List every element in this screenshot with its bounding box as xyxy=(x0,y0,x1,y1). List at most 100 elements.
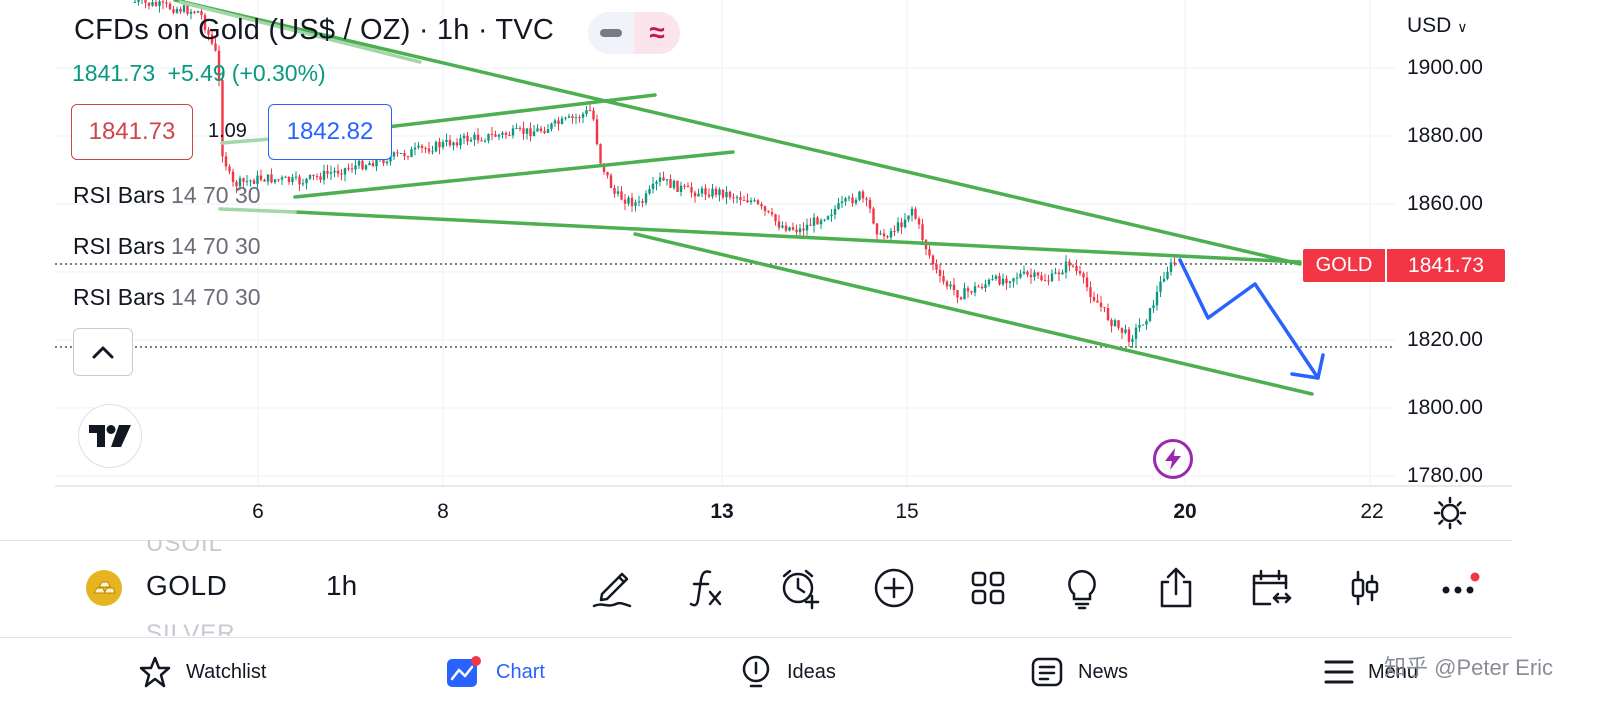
candle-body xyxy=(487,133,490,141)
candle-body xyxy=(385,161,389,164)
candle-body xyxy=(1152,305,1155,309)
currency-selector[interactable]: USD ∨ xyxy=(1407,14,1467,38)
candle-body xyxy=(781,225,784,228)
next-symbol[interactable]: SILVER xyxy=(146,620,236,647)
minus-toggle[interactable] xyxy=(588,12,634,54)
candle-body xyxy=(249,180,252,182)
candle-body xyxy=(438,141,441,148)
projection-arrow xyxy=(1178,258,1325,380)
candle-body xyxy=(840,201,844,204)
tradingview-logo-icon xyxy=(89,425,131,447)
candle-body xyxy=(928,249,931,256)
nav-ideas-label: Ideas xyxy=(787,660,836,683)
candle-body xyxy=(795,229,798,233)
candle-body xyxy=(1054,272,1057,274)
candle-body xyxy=(165,2,168,4)
candle-body xyxy=(133,1,137,3)
drawing-tools-button[interactable] xyxy=(588,564,636,612)
candle-body xyxy=(767,210,770,213)
indicator-legend[interactable]: RSI Bars 14 70 30 xyxy=(73,284,261,311)
indicator-legend[interactable]: RSI Bars 14 70 30 xyxy=(73,233,261,260)
candle-body xyxy=(497,134,501,137)
sell-button[interactable]: 1841.73 xyxy=(71,104,193,160)
candle-body xyxy=(529,128,532,137)
buy-button[interactable]: 1842.82 xyxy=(268,104,392,160)
candle-body xyxy=(1078,271,1082,274)
candle-body xyxy=(224,156,228,167)
nav-menu[interactable]: Menu xyxy=(1324,650,1418,694)
candle-body xyxy=(1099,302,1103,307)
nav-chart-label: Chart xyxy=(496,660,545,683)
candle-body xyxy=(1124,329,1127,333)
candle-body xyxy=(305,178,308,184)
candle-body xyxy=(917,218,921,225)
candle-body xyxy=(704,188,707,195)
star-icon xyxy=(138,655,172,689)
candle-body xyxy=(266,174,270,182)
replay-button[interactable] xyxy=(1246,564,1294,612)
alert-button[interactable] xyxy=(776,564,824,612)
candle-body xyxy=(427,148,431,152)
share-button[interactable] xyxy=(1152,564,1200,612)
nav-chart[interactable]: Chart xyxy=(446,650,545,694)
chart-type-button[interactable] xyxy=(1340,564,1388,612)
candle-body xyxy=(203,15,207,30)
add-button[interactable] xyxy=(870,564,918,612)
candle-body xyxy=(1103,306,1106,309)
candle-body xyxy=(735,197,739,199)
timeframe-selector[interactable]: 1h xyxy=(326,570,358,601)
nav-news[interactable]: News xyxy=(1030,650,1128,694)
chart-mode-toggle[interactable]: ≈ xyxy=(588,12,680,54)
hamburger-icon xyxy=(1324,659,1354,685)
ideas-button[interactable] xyxy=(1058,564,1106,612)
candle-body xyxy=(826,216,830,220)
candle-body xyxy=(1169,262,1173,272)
layouts-button[interactable] xyxy=(964,564,1012,612)
candle-body xyxy=(830,214,833,217)
candle-body xyxy=(525,128,529,134)
flash-event-icon[interactable] xyxy=(1153,439,1193,479)
candle-body xyxy=(872,208,875,224)
nav-ideas[interactable]: Ideas xyxy=(739,650,836,694)
candle-body xyxy=(1033,272,1036,277)
candle-body xyxy=(1085,277,1089,288)
gear-icon xyxy=(1433,496,1467,530)
previous-symbol[interactable]: USOIL xyxy=(146,530,224,557)
candle-body xyxy=(1071,265,1075,267)
spread-value: 1.09 xyxy=(208,120,247,142)
candle-body xyxy=(522,128,525,134)
candle-body xyxy=(371,162,375,167)
approx-toggle[interactable]: ≈ xyxy=(634,12,680,54)
time-scale-label: 6 xyxy=(252,500,264,523)
candle-body xyxy=(907,215,910,220)
symbol-selector[interactable]: GOLD xyxy=(146,570,228,601)
candle-body xyxy=(546,129,550,133)
price-chart[interactable] xyxy=(0,0,1600,540)
share-icon xyxy=(1160,567,1192,608)
candle-body xyxy=(994,275,998,279)
candle-body xyxy=(749,200,753,203)
minus-icon xyxy=(600,29,622,37)
indicators-button[interactable] xyxy=(682,564,730,612)
candle-body xyxy=(196,11,200,13)
currency-label: USD xyxy=(1407,14,1452,37)
indicator-legend[interactable]: RSI Bars 14 70 30 xyxy=(73,182,261,209)
candle-body xyxy=(459,138,462,146)
add-icon xyxy=(874,568,914,608)
alert-icon xyxy=(782,569,820,610)
candle-body xyxy=(200,11,203,16)
chart-settings-button[interactable] xyxy=(1433,496,1467,535)
candle-body xyxy=(823,219,826,221)
more-button[interactable] xyxy=(1434,564,1482,612)
symbol-toolbar xyxy=(0,540,1512,638)
symbol-title[interactable]: CFDs on Gold (US$ / OZ) · 1h · TVC xyxy=(74,14,555,46)
collapse-legend-button[interactable] xyxy=(73,328,133,376)
price-scale-label: 1820.00 xyxy=(1407,328,1483,351)
indicator-name: RSI Bars xyxy=(73,182,166,208)
candle-body xyxy=(476,134,480,141)
nav-watchlist[interactable]: Watchlist xyxy=(138,650,266,694)
candle-body xyxy=(329,172,333,174)
tradingview-logo[interactable] xyxy=(78,404,142,468)
candle-body xyxy=(494,134,497,137)
candle-body xyxy=(1159,281,1162,292)
